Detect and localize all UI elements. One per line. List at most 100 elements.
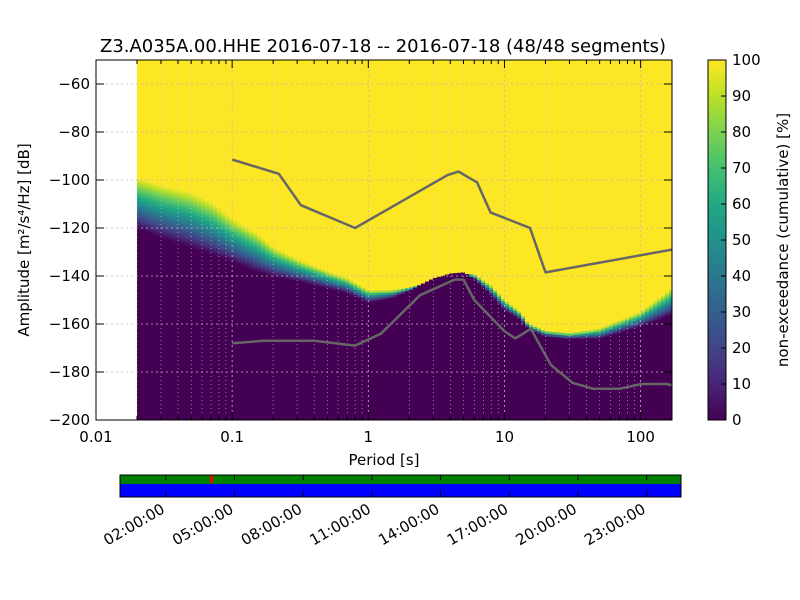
heat-cell	[244, 239, 250, 243]
heat-cell	[180, 194, 186, 198]
heat-cell	[184, 239, 190, 242]
heat-cell	[172, 192, 178, 196]
heat-cell	[548, 331, 554, 335]
heat-cell	[328, 286, 334, 290]
heat-cell	[200, 231, 206, 235]
heat-cell	[216, 246, 222, 250]
heat-cell	[140, 184, 146, 187]
heat-cell	[660, 299, 666, 303]
y-tick-label: −80	[58, 123, 90, 141]
heat-cell	[252, 258, 258, 262]
heat-cell	[160, 226, 166, 229]
heat-cell-low	[620, 331, 626, 420]
heat-cell	[172, 207, 178, 211]
heat-cell-high	[220, 60, 226, 212]
colorbar-tick-label: 100	[732, 51, 761, 69]
heat-cell-low	[416, 285, 422, 420]
heat-cell-high	[544, 60, 550, 332]
heat-cell-high	[572, 60, 578, 333]
heat-cell	[256, 259, 262, 262]
heat-cell	[644, 319, 650, 322]
heat-cell	[180, 242, 186, 245]
heat-cell	[524, 324, 530, 328]
heat-cell	[240, 234, 246, 238]
heat-cell	[256, 264, 262, 267]
heat-cell-low	[652, 320, 658, 420]
heat-cell	[632, 314, 638, 318]
heat-cell	[228, 222, 234, 225]
heat-cell-high	[372, 60, 378, 291]
heat-cell	[228, 229, 234, 233]
heat-cell	[220, 225, 226, 229]
heat-cell	[292, 279, 298, 281]
heat-cell	[228, 224, 234, 228]
heat-cell	[196, 210, 202, 213]
colorbar-segment	[708, 222, 726, 229]
heat-cell	[172, 221, 178, 225]
heat-cell	[188, 194, 194, 198]
heat-cell	[232, 260, 238, 264]
heat-cell	[220, 249, 226, 253]
heat-cell	[384, 295, 390, 298]
heat-cell	[184, 229, 190, 233]
colorbar-segment	[708, 120, 726, 127]
colorbar-segment	[708, 150, 726, 157]
heat-cell	[504, 301, 510, 305]
heat-cell	[236, 253, 242, 257]
heat-cell	[204, 226, 210, 229]
heat-cell	[148, 186, 154, 190]
heat-cell	[156, 213, 162, 216]
heat-cell	[332, 283, 338, 287]
heat-cell	[340, 291, 346, 293]
heat-cell	[500, 303, 506, 306]
heat-cell	[236, 229, 242, 233]
gap-marker	[210, 475, 214, 483]
heat-cell	[396, 294, 402, 296]
heat-cell-low	[660, 317, 666, 420]
heat-cell	[232, 244, 238, 247]
heat-cell	[220, 239, 226, 243]
heat-cell	[228, 255, 234, 259]
heat-cell	[220, 242, 226, 245]
heat-cell	[600, 337, 606, 338]
heat-cell	[652, 308, 658, 311]
heat-cell	[144, 209, 150, 213]
heat-cell	[324, 273, 330, 277]
heat-cell	[372, 300, 378, 302]
heat-cell	[232, 220, 238, 223]
heat-cell-high	[468, 60, 474, 275]
y-axis-label: Amplitude [m²/s⁴/Hz] [dB]	[15, 143, 33, 336]
heat-cell	[380, 290, 386, 294]
heat-cell	[200, 209, 206, 213]
heat-cell	[560, 332, 566, 336]
heat-cell	[144, 192, 150, 196]
heat-cell	[288, 258, 294, 262]
heat-cell	[260, 248, 266, 251]
heat-cell	[552, 334, 558, 338]
heat-cell	[580, 333, 586, 337]
heat-cell-high	[408, 60, 414, 288]
heat-cell	[340, 279, 346, 282]
heat-cell	[264, 263, 270, 267]
x-tick-label: 1	[364, 428, 374, 446]
heat-cell-high	[208, 60, 214, 202]
heat-cell	[648, 320, 654, 323]
heat-cell	[188, 201, 194, 205]
heat-cell-low	[536, 333, 542, 420]
heat-cell	[136, 195, 142, 198]
heat-cell	[144, 216, 150, 220]
heat-cell-low	[204, 252, 210, 420]
heat-cell-high	[584, 60, 590, 331]
heat-cell	[656, 305, 662, 308]
heat-cell	[180, 216, 186, 220]
heat-cell-low	[484, 290, 490, 420]
heat-cell	[392, 290, 398, 293]
heat-cell	[144, 228, 150, 232]
heat-cell-low	[640, 325, 646, 420]
heat-cell	[188, 206, 194, 210]
heat-cell	[412, 286, 418, 288]
heat-cell	[244, 265, 250, 268]
heat-cell-high	[312, 60, 318, 267]
heat-cell	[208, 227, 214, 231]
heat-cell	[144, 183, 150, 186]
